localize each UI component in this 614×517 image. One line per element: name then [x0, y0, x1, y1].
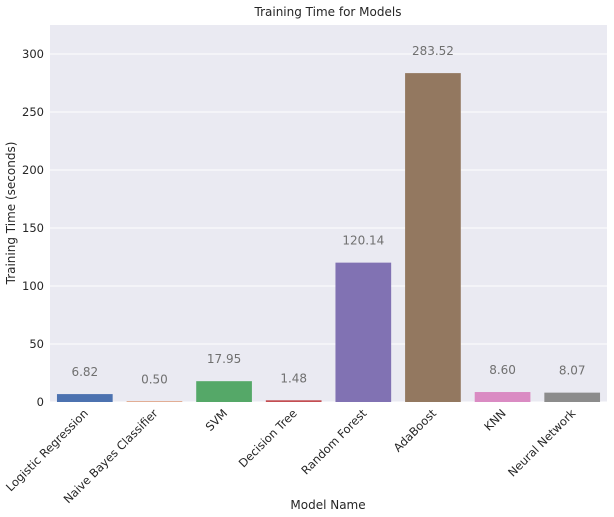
y-tick-labels: 0 50 100 150 200 250 300: [22, 47, 44, 409]
y-tick-label: 50: [29, 337, 44, 351]
data-label: 1.48: [280, 371, 307, 385]
bar: [405, 73, 461, 403]
bars: [56, 73, 601, 403]
bar: [126, 401, 183, 402]
bar: [544, 392, 601, 402]
data-label: 120.14: [342, 234, 384, 248]
data-label: 283.52: [412, 44, 454, 58]
x-tick-label: Decision Tree: [236, 406, 300, 470]
y-tick-label: 0: [37, 395, 44, 409]
y-tick-label: 200: [22, 163, 44, 177]
y-tick-label: 150: [22, 221, 44, 235]
data-label: 8.60: [489, 363, 516, 377]
y-tick-label: 100: [22, 279, 44, 293]
data-label: 17.95: [207, 352, 241, 366]
bar: [335, 262, 392, 402]
data-labels: 6.82 0.50 17.95 1.48 120.14 283.52 8.60 8.07: [71, 44, 585, 386]
bar: [265, 400, 322, 402]
data-label: 8.07: [559, 364, 586, 378]
x-tick-label: AdaBoost: [391, 406, 440, 455]
x-tick-label: KNN: [481, 406, 508, 433]
x-tick-label: Neural Network: [505, 406, 579, 480]
y-tick-label: 300: [22, 47, 44, 61]
data-label: 0.50: [141, 372, 168, 386]
data-label: 6.82: [71, 365, 98, 379]
x-tick-label: SVM: [203, 406, 231, 434]
y-gridlines: [50, 53, 607, 403]
y-tick-label: 250: [22, 105, 44, 119]
x-axis-label: Model Name: [290, 498, 365, 512]
bar: [196, 381, 252, 402]
x-tick-label: Random Forest: [298, 406, 369, 477]
plot-area: [50, 25, 607, 402]
bar: [56, 394, 113, 402]
bar: [474, 392, 531, 402]
chart-title: Training Time for Models: [254, 5, 402, 19]
y-axis-label: Training Time (seconds): [4, 142, 18, 286]
